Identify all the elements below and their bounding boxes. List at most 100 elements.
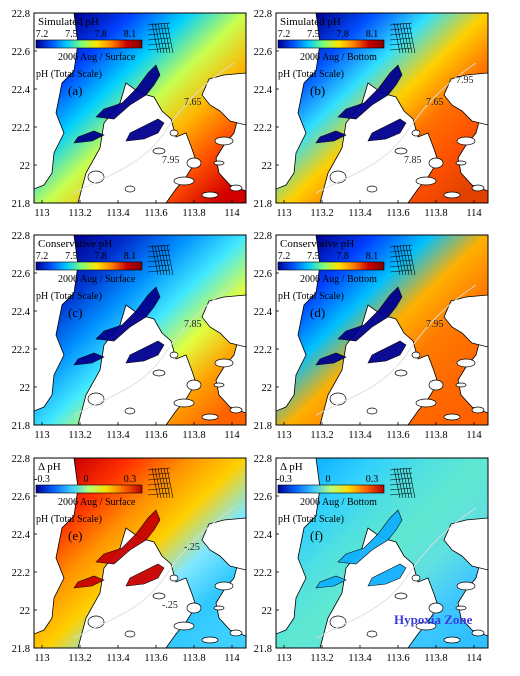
x-tick-label: 113.8 [182, 430, 205, 441]
island [471, 184, 485, 192]
grid-line [408, 244, 416, 276]
island [455, 382, 467, 388]
y-tick-label: 22.2 [254, 345, 272, 356]
colorbar-tick: 7.2 [278, 29, 291, 40]
grid-line [396, 22, 404, 54]
island [366, 185, 378, 193]
panel-c: 7.85 Conservative pH7.2 7.5 7.8 8.1 2006 Aug … [12, 231, 247, 441]
grid-line [166, 467, 174, 499]
x-tick-label: 113.2 [68, 430, 91, 441]
y-tick-label: 22.2 [254, 568, 272, 579]
legend: Conservative pH7.2 7.5 7.8 8.1 2006 Aug / Su… [35, 238, 143, 320]
variable-title: Conservative pH [38, 238, 112, 250]
axes-frame [275, 12, 489, 204]
island [169, 129, 179, 137]
colorbar-tick: 0 [84, 474, 89, 485]
river-channel [125, 563, 165, 587]
x-tick-label: 113.8 [182, 208, 205, 219]
grid-line [389, 264, 413, 268]
island [229, 184, 243, 192]
contour-line [315, 507, 477, 639]
island [415, 176, 437, 186]
map-plot: 7.85 [34, 235, 246, 425]
grid-line [166, 244, 174, 276]
island [428, 157, 444, 169]
grid-line [408, 467, 416, 499]
grid-line [399, 22, 407, 54]
river-channel [73, 130, 105, 144]
island [411, 129, 421, 137]
island [213, 382, 225, 388]
island [428, 602, 444, 614]
grid-line [393, 244, 401, 276]
legend: Conservative pH7.2 7.5 7.8 8.1 2006 Aug / Bo… [277, 238, 385, 320]
grid-line [396, 467, 404, 499]
colorbar-tick: 8.1 [366, 29, 379, 40]
colorbar-tick: 7.2 [36, 251, 49, 262]
grid-line [147, 269, 171, 273]
x-tick-label: 113 [34, 208, 49, 219]
coastline-west [34, 13, 79, 190]
grid-line [389, 259, 413, 263]
coastline-east [443, 294, 488, 348]
contour-line [73, 284, 235, 416]
y-tick-label: 22.6 [254, 269, 272, 280]
axes-frame [33, 12, 247, 204]
variable-title: Δ pH [280, 461, 303, 473]
y-tick-label: 22.6 [254, 47, 272, 58]
contour-label: 7.65 [426, 97, 444, 108]
grid-line [389, 37, 413, 41]
x-tick-label: 113 [34, 430, 49, 441]
coastline-east [201, 294, 246, 348]
x-tick-label: 113.4 [348, 208, 372, 219]
island [394, 369, 408, 377]
grid-line [147, 492, 171, 496]
y-tick-label: 22 [20, 606, 31, 617]
y-tick-label: 22 [262, 383, 273, 394]
colorbar-tick: 7.8 [94, 251, 107, 262]
colorbar-tick: 7.5 [65, 251, 78, 262]
coastline-west [276, 458, 321, 635]
y-tick-label: 22.4 [12, 530, 31, 541]
upstream-grid [147, 244, 174, 276]
x-tick-label: 113 [276, 430, 291, 441]
river-channel [95, 64, 161, 120]
legend: Simulated pH7.2 7.5 7.8 8.1 2006 Aug / Botto… [277, 16, 385, 98]
contour-label: -.25 [184, 542, 200, 553]
y-tick-label: 22.6 [12, 492, 30, 503]
scale-label: pH (Total Scale) [278, 291, 344, 302]
contour-label: 7.95 [162, 155, 180, 166]
x-tick-label: 113.8 [424, 653, 447, 664]
island [87, 615, 105, 629]
coastline-east [201, 517, 246, 571]
colorbar-tick: 7.5 [307, 251, 320, 262]
panel-letter: (b) [310, 83, 325, 98]
island [456, 581, 476, 591]
y-tick-label: 22.4 [12, 307, 31, 318]
x-tick-label: 113.4 [106, 208, 130, 219]
island [411, 351, 421, 359]
y-tick-label: 22.8 [254, 231, 272, 242]
y-tick-label: 22 [20, 383, 31, 394]
island [443, 636, 461, 644]
grid-line [389, 492, 413, 496]
island [229, 629, 243, 637]
grid-line [389, 22, 413, 26]
period-label: 2006 Aug / Bottom [300, 274, 377, 285]
x-tick-label: 114 [466, 653, 482, 664]
legend: Δ pH-0.3 0 0.3 2006 Aug / Bottom pH (Total S… [276, 461, 385, 543]
colorbar [35, 261, 143, 271]
upstream-grid [389, 22, 416, 54]
coastline-west [276, 235, 321, 412]
colorbar-tick: -0.3 [276, 474, 292, 485]
island [366, 407, 378, 415]
x-tick-label: 114 [224, 430, 240, 441]
river-channel [337, 286, 403, 342]
river-channel [315, 352, 347, 366]
island [214, 581, 234, 591]
river-channel [367, 118, 407, 142]
colorbar-tick: 7.5 [307, 29, 320, 40]
grid-line [151, 244, 159, 276]
island [394, 147, 408, 155]
island [169, 351, 179, 359]
